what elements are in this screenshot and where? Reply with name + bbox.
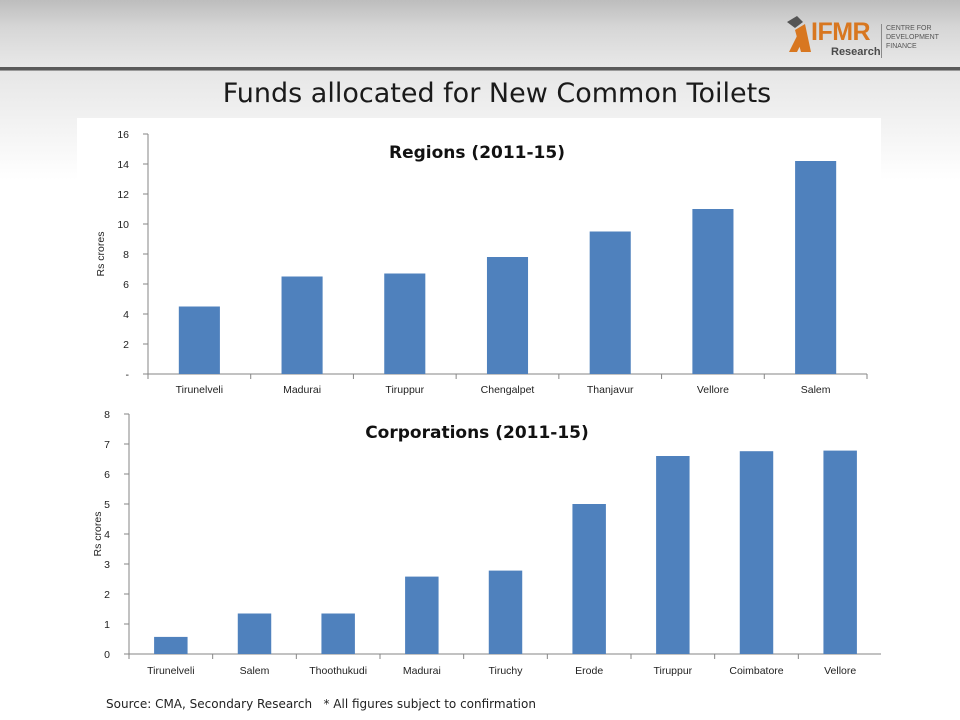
- bar-vellore: [692, 209, 734, 374]
- logo-mark-icon: [787, 16, 811, 52]
- source-note: Source: CMA, Secondary Research * All fi…: [106, 697, 536, 711]
- x-tick-label: Thoothukudi: [309, 665, 367, 677]
- logo-tagline-line: DEVELOPMENT: [886, 34, 939, 41]
- y-tick-label: 2: [104, 589, 110, 601]
- x-tick-label: Coimbatore: [729, 665, 783, 677]
- x-tick-label: Tiruppur: [653, 665, 692, 677]
- logo-divider: [881, 24, 882, 58]
- bar-coimbatore: [739, 451, 774, 654]
- logo-tagline-line: CENTRE FOR: [886, 25, 932, 32]
- bar-tiruppur: [384, 273, 426, 374]
- x-tick-label: Salem: [240, 665, 270, 677]
- y-tick-label: 8: [123, 249, 129, 261]
- bar-madurai: [281, 276, 323, 374]
- x-tick-label: Tirunelveli: [147, 665, 194, 677]
- header-rule-light: [0, 70, 960, 71]
- bar-madurai: [405, 576, 439, 654]
- x-tick-label: Vellore: [824, 665, 856, 677]
- x-tick-label: Madurai: [283, 384, 321, 396]
- x-tick-label: Tiruppur: [385, 384, 424, 396]
- bar-tiruchy: [488, 570, 523, 654]
- y-tick-label: 12: [117, 189, 129, 201]
- x-tick-label: Vellore: [697, 384, 729, 396]
- chart-title: Corporations (2011-15): [365, 423, 589, 443]
- bar-salem: [795, 161, 837, 374]
- chart-panel: -2 4 6 8 10 12 14 16 Tirunelveli Madurai Tiruppur C…: [77, 118, 881, 688]
- y-tick-label: 6: [123, 279, 129, 291]
- ifmr-logo: IFMR Research CENTRE FOR DEVELOPMENT FIN…: [785, 14, 945, 62]
- y-tick-label: 4: [104, 529, 110, 541]
- y-tick-label: 8: [104, 409, 110, 421]
- bar-thoothukudi: [321, 613, 355, 654]
- bar-salem: [237, 613, 272, 654]
- y-tick-label: -: [126, 369, 130, 381]
- bar-chengalpet: [486, 257, 529, 374]
- y-tick-label: 16: [117, 129, 129, 141]
- bar-tirunelveli: [178, 306, 220, 374]
- logo-tagline-line: FINANCE: [886, 43, 917, 50]
- y-axis-label: Rs crores: [95, 232, 107, 277]
- y-tick-label: 1: [104, 619, 110, 631]
- bar-thanjavur: [589, 231, 631, 374]
- y-tick-label: 2: [123, 339, 129, 351]
- x-tick-label: Chengalpet: [481, 384, 535, 396]
- bar-tiruppur: [656, 456, 690, 654]
- y-tick-label: 5: [104, 499, 110, 511]
- y-tick-label: 4: [123, 309, 129, 321]
- x-tick-label: Tiruchy: [488, 665, 523, 677]
- logo-sub: Research: [831, 46, 881, 58]
- chart-title: Regions (2011-15): [389, 143, 565, 163]
- x-tick-label: Thanjavur: [587, 384, 634, 396]
- header-rule: [0, 67, 960, 70]
- x-tick-label: Erode: [575, 665, 603, 677]
- y-tick-label: 7: [104, 439, 110, 451]
- x-tick-label: Madurai: [403, 665, 441, 677]
- bar-erode: [572, 504, 606, 654]
- x-tick-label: Salem: [801, 384, 831, 396]
- page-title: Funds allocated for New Common Toilets: [222, 78, 772, 109]
- y-axis-label: Rs crores: [92, 512, 104, 557]
- bar-tirunelveli: [154, 636, 188, 654]
- y-tick-label: 10: [117, 219, 129, 231]
- y-tick-label: 14: [117, 159, 129, 171]
- bar-vellore: [823, 450, 857, 654]
- logo-brand: IFMR: [811, 18, 871, 46]
- logo-tagline: CENTRE FOR DEVELOPMENT FINANCE: [886, 24, 939, 51]
- y-tick-label: 3: [104, 559, 110, 571]
- y-tick-label: 0: [104, 649, 110, 661]
- y-tick-label: 6: [104, 469, 110, 481]
- x-tick-label: Tirunelveli: [176, 384, 223, 396]
